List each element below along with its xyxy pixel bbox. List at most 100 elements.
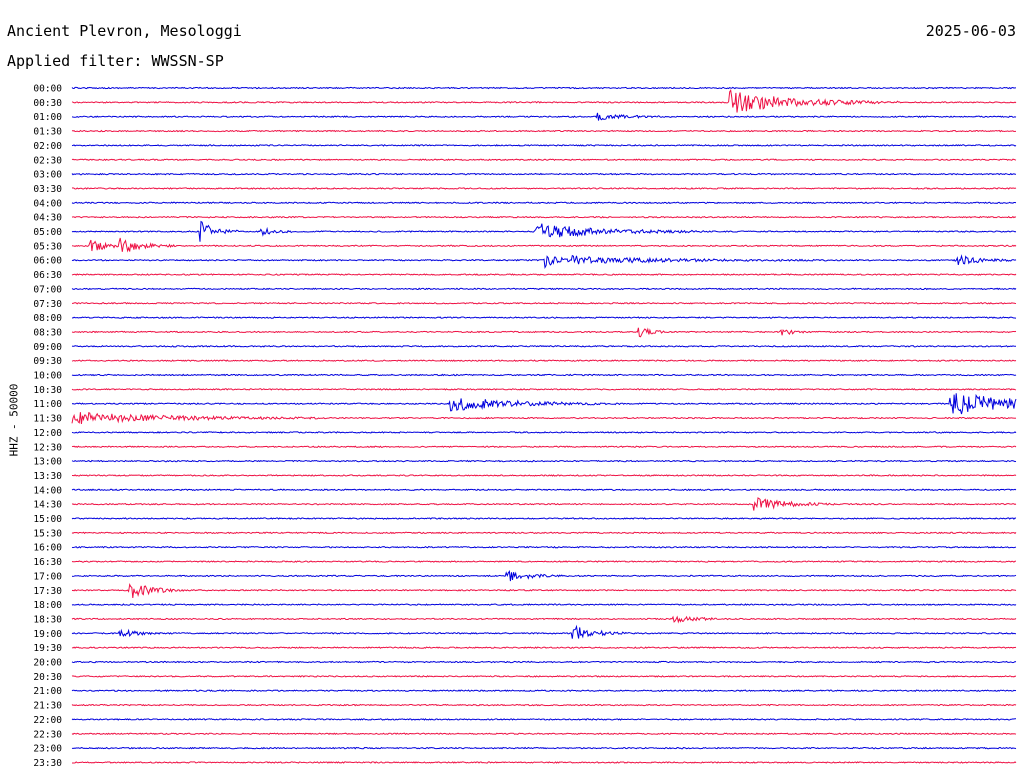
- time-label: 18:30: [33, 614, 62, 625]
- trace-line: [71, 431, 1017, 434]
- trace-line: [71, 703, 1017, 707]
- trace-line: [71, 497, 1017, 511]
- trace-line: [71, 746, 1017, 750]
- time-label: 19:30: [33, 643, 62, 654]
- trace-line: [71, 373, 1017, 377]
- trace-line: [71, 718, 1016, 721]
- trace-line: [71, 459, 1017, 463]
- time-label: 02:30: [33, 155, 62, 166]
- time-label: 21:00: [33, 686, 62, 697]
- trace-line: [72, 301, 1017, 305]
- trace-line: [71, 287, 1017, 291]
- time-label: 17:00: [33, 571, 62, 582]
- time-label: 13:30: [33, 471, 62, 482]
- time-label: 04:30: [33, 213, 62, 224]
- time-label: 10:00: [33, 371, 62, 382]
- trace-line: [71, 345, 1016, 348]
- time-label: 07:00: [33, 284, 62, 295]
- trace-line: [71, 273, 1017, 276]
- trace-line: [71, 488, 1017, 492]
- trace-line: [71, 237, 1017, 253]
- time-label: 16:00: [33, 543, 62, 554]
- trace-line: [72, 474, 1017, 477]
- trace-line: [72, 761, 1017, 764]
- trace-line: [71, 393, 1017, 415]
- time-label: 02:00: [33, 141, 62, 152]
- trace-line: [71, 660, 1017, 664]
- time-label: 04:00: [33, 198, 62, 209]
- time-label: 10:30: [33, 385, 62, 396]
- trace-line: [71, 88, 1017, 113]
- time-label: 23:30: [33, 758, 62, 769]
- time-label: 03:00: [33, 170, 62, 181]
- trace-line: [71, 254, 1017, 269]
- time-label: 20:00: [33, 658, 62, 669]
- time-label: 09:00: [33, 342, 62, 353]
- time-label: 05:00: [33, 227, 62, 238]
- trace-line: [71, 158, 1017, 162]
- trace-line: [71, 517, 1017, 520]
- trace-line: [71, 603, 1017, 606]
- time-label: 05:30: [33, 241, 62, 252]
- trace-line: [71, 112, 1017, 121]
- time-label: 01:30: [33, 127, 62, 138]
- filter-label: Applied filter: WWSSN-SP: [7, 52, 224, 70]
- time-label: 15:00: [33, 514, 62, 525]
- time-label: 06:30: [33, 270, 62, 281]
- trace-line: [71, 144, 1017, 147]
- trace-line: [71, 615, 1017, 624]
- time-label: 22:30: [33, 729, 62, 740]
- trace-line: [71, 583, 1017, 599]
- time-label: 18:00: [33, 600, 62, 611]
- time-label: 13:00: [33, 457, 62, 468]
- time-label: 21:30: [33, 701, 62, 712]
- time-label: 12:00: [33, 428, 62, 439]
- time-label: 07:30: [33, 299, 62, 310]
- station-name: Ancient Plevron, Mesologgi: [7, 22, 242, 40]
- trace-line: [71, 215, 1017, 219]
- trace-line: [71, 646, 1017, 649]
- trace-line: [71, 316, 1017, 319]
- time-label: 16:30: [33, 557, 62, 568]
- trace-line: [71, 220, 1017, 242]
- trace-line: [71, 445, 1017, 449]
- time-label: 23:00: [33, 744, 62, 755]
- time-label: 08:30: [33, 327, 62, 338]
- time-label: 14:00: [33, 485, 62, 496]
- time-label: 14:30: [33, 500, 62, 511]
- time-label: 11:30: [33, 414, 62, 425]
- time-label: 01:00: [33, 112, 62, 123]
- time-label: 00:30: [33, 98, 62, 109]
- trace-line: [71, 411, 1017, 424]
- trace-line: [71, 732, 1017, 736]
- trace-line: [71, 359, 1017, 362]
- date-label: 2025-06-03: [925, 22, 1016, 40]
- trace-line: [71, 388, 1017, 391]
- trace-line: [71, 560, 1017, 563]
- trace-line: [71, 129, 1016, 133]
- time-label: 11:00: [33, 399, 62, 410]
- trace-line: [71, 545, 1017, 549]
- time-label: 20:30: [33, 672, 62, 683]
- time-label: 19:00: [33, 629, 62, 640]
- time-label: 17:30: [33, 586, 62, 597]
- trace-line: [71, 531, 1017, 535]
- time-label: 15:30: [33, 528, 62, 539]
- trace-line: [71, 172, 1017, 176]
- trace-line: [71, 689, 1017, 693]
- trace-line: [71, 624, 1017, 639]
- trace-line: [71, 675, 1017, 678]
- trace-line: [71, 327, 1017, 338]
- trace-line: [71, 570, 1017, 582]
- time-label: 06:00: [33, 256, 62, 267]
- trace-line: [71, 86, 1016, 90]
- time-label: 08:00: [33, 313, 62, 324]
- trace-line: [71, 201, 1017, 205]
- time-label: 00:00: [33, 84, 62, 95]
- trace-line: [71, 187, 1017, 190]
- time-label: 03:30: [33, 184, 62, 195]
- time-label: 22:00: [33, 715, 62, 726]
- time-label: 12:30: [33, 442, 62, 453]
- time-label: 09:30: [33, 356, 62, 367]
